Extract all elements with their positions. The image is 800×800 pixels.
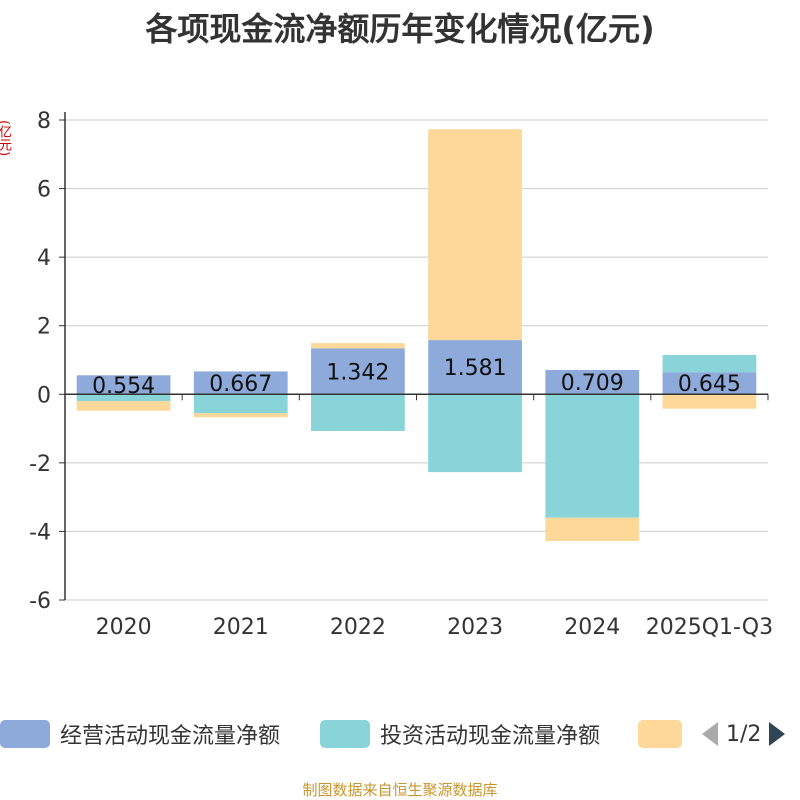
x-tick-label: 2024	[564, 615, 620, 640]
y-tick-label: -2	[29, 452, 51, 477]
y-tick-label: -4	[29, 520, 51, 545]
data-label: 1.342	[326, 360, 389, 385]
legend-swatch	[638, 720, 682, 748]
data-label: 1.581	[444, 356, 507, 381]
bars	[76, 129, 757, 542]
legend-label: 经营活动现金流量净额	[60, 724, 281, 749]
legend-label: 投资活动现金流量净额	[380, 724, 601, 749]
legend-page-indicator: 1/2	[726, 721, 762, 747]
legend-swatch	[320, 720, 370, 748]
x-tick-label: 2020	[96, 615, 152, 640]
legend-swatch	[0, 720, 50, 748]
y-tick-label: 2	[37, 315, 51, 340]
bar-2-2021	[193, 413, 288, 418]
bar-1-2020	[76, 394, 171, 402]
bar-1-2021	[193, 394, 288, 414]
y-tick-label: 8	[37, 109, 51, 134]
legend: 经营活动现金流量净额 投资活动现金流量净额 1/2	[0, 716, 800, 756]
bar-2-2022	[311, 343, 405, 349]
bar-1-2024	[545, 394, 640, 518]
grid-lines	[65, 119, 768, 601]
bar-0-2023	[428, 340, 522, 395]
bar-2-2025Q1-Q3	[662, 394, 757, 409]
x-tick-label: 2025Q1-Q3	[646, 615, 773, 640]
y-tick-label: 4	[37, 246, 51, 271]
prev-page-icon[interactable]	[700, 720, 720, 748]
bar-2-2023	[428, 129, 522, 341]
bar-2-2020	[76, 401, 171, 411]
bar-1-2022	[311, 394, 405, 431]
legend-item-operating[interactable]: 经营活动现金流量净额	[0, 716, 280, 752]
data-label: 0.709	[561, 371, 624, 396]
bar-1-2023	[428, 394, 522, 473]
chart-title: 各项现金流净额历年变化情况(亿元)	[145, 10, 655, 48]
legend-pager: 1/2	[700, 716, 787, 752]
axes: -6 -4 -2 0 2 4 6 8	[29, 109, 769, 614]
bar-2-2024	[545, 517, 640, 542]
labels: 2020 2021 2022 2023 2024 2025Q1-Q3 0.554 0.667 1…	[92, 356, 773, 640]
x-tick-label: 2021	[213, 615, 269, 640]
x-tick-label: 2022	[330, 615, 386, 640]
y-tick-label: 0	[37, 383, 51, 408]
bar-0-2025Q1-Q3	[662, 372, 757, 395]
data-label: 0.554	[92, 374, 155, 399]
y-tick-label: 6	[37, 178, 51, 203]
legend-item-investing[interactable]: 投资活动现金流量净额	[320, 716, 600, 752]
data-source-note: 制图数据来自恒生聚源数据库	[302, 781, 498, 799]
bar-0-2021	[193, 371, 288, 395]
data-label: 0.645	[678, 372, 741, 397]
legend-item-financing[interactable]	[638, 716, 682, 752]
bar-0-2024	[545, 369, 640, 395]
y-tick-label: -6	[29, 589, 51, 614]
x-tick-label: 2023	[447, 615, 503, 640]
chart-plot: -6 -4 -2 0 2 4 6 8 2020 2021 2022 2023 2024 2025Q1-Q…	[29, 109, 773, 640]
bar-0-2020	[76, 375, 171, 395]
bar-1-2025Q1-Q3	[662, 355, 757, 373]
y-axis-unit: (亿元)	[0, 120, 11, 157]
data-label: 0.667	[209, 372, 272, 397]
next-page-icon[interactable]	[767, 720, 787, 748]
bar-0-2022	[311, 348, 405, 395]
